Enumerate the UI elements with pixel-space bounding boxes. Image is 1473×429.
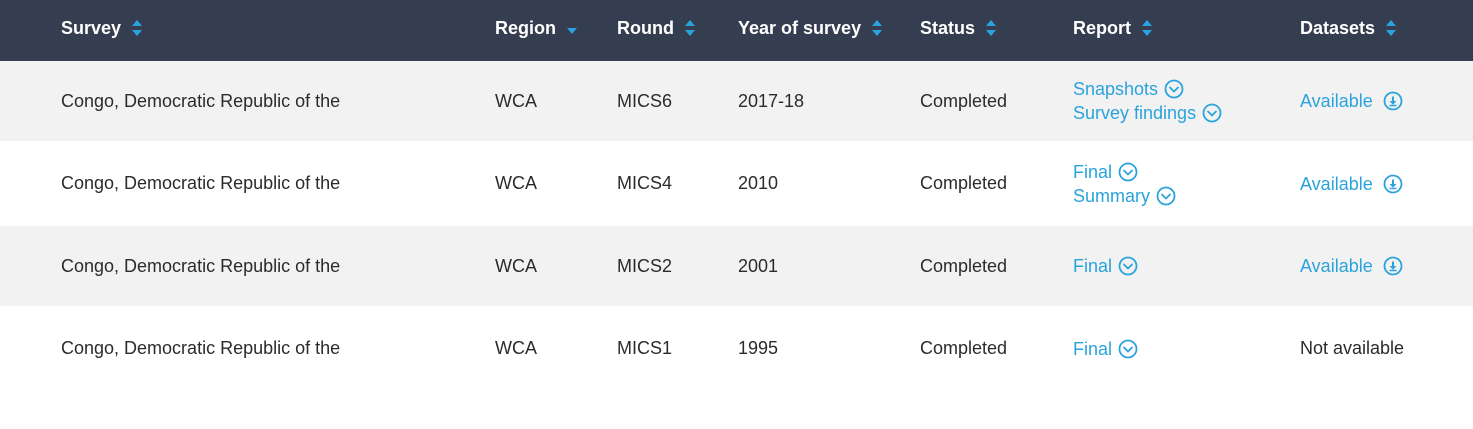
sort-icon[interactable] [131, 19, 143, 37]
round-cell: MICS2 [617, 255, 673, 276]
survey-cell: Congo, Democratic Republic of the [61, 338, 341, 358]
round-cell: MICS1 [617, 338, 673, 358]
column-header-year[interactable]: Year of survey [738, 0, 883, 56]
report-link-label: Survey findings [1073, 103, 1197, 123]
dataset-link-label: Available [1300, 256, 1373, 276]
column-header-label: Year of survey [738, 17, 862, 38]
table-row: Congo, Democratic Republic of the WCA MICS… [0, 61, 1473, 141]
chevron-circle-down-icon[interactable] [1118, 256, 1138, 276]
column-header-label: Report [1073, 17, 1131, 38]
datasets-cell: Available [1300, 61, 1403, 141]
status-cell: Completed [920, 173, 1008, 193]
report-link-label: Final [1073, 161, 1113, 182]
column-header-round[interactable]: Round [617, 0, 696, 56]
table-row: Congo, Democratic Republic of the WCA MICS… [0, 141, 1473, 226]
chevron-circle-down-icon[interactable] [1164, 79, 1184, 99]
year-cell: 2001 [738, 255, 779, 276]
chevron-circle-down-icon[interactable] [1202, 103, 1222, 123]
column-header-label: Survey [61, 17, 122, 38]
sort-icon[interactable] [871, 19, 883, 37]
survey-cell: Congo, Democratic Republic of the [61, 173, 341, 193]
survey-cell: Congo, Democratic Republic of the [61, 90, 341, 111]
dataset-download-link[interactable]: Available [1300, 254, 1403, 278]
report-link[interactable]: Final [1073, 160, 1138, 184]
column-header-label: Status [920, 17, 976, 38]
chevron-circle-down-icon[interactable] [1156, 186, 1176, 206]
round-cell: MICS6 [617, 90, 673, 111]
column-header-label: Round [617, 17, 674, 38]
dataset-status-text: Not available [1300, 338, 1405, 358]
download-icon[interactable] [1383, 174, 1403, 194]
datasets-cell: Not available [1300, 306, 1404, 391]
chevron-circle-down-icon[interactable] [1118, 339, 1138, 359]
column-header-label: Region [495, 17, 556, 38]
report-link-label: Summary [1073, 185, 1151, 206]
report-cell: Final [1073, 306, 1138, 391]
round-cell: MICS4 [617, 173, 673, 193]
report-link[interactable]: Survey findings [1073, 101, 1222, 125]
download-icon[interactable] [1383, 256, 1403, 276]
region-cell: WCA [495, 173, 537, 193]
region-cell: WCA [495, 255, 537, 276]
column-header-datasets[interactable]: Datasets [1300, 0, 1397, 56]
table-body: Congo, Democratic Republic of the WCA MICS… [0, 61, 1473, 391]
dataset-download-link[interactable]: Available [1300, 172, 1403, 196]
report-link[interactable]: Final [1073, 254, 1138, 278]
sort-icon[interactable] [684, 19, 696, 37]
report-cell: Final Summary [1073, 141, 1176, 226]
report-cell: Final [1073, 226, 1138, 306]
download-icon[interactable] [1383, 91, 1403, 111]
year-cell: 1995 [738, 338, 779, 358]
status-cell: Completed [920, 255, 1008, 276]
dataset-link-label: Available [1300, 173, 1373, 194]
report-cell: Snapshots Survey findings [1073, 61, 1222, 141]
dataset-link-label: Available [1300, 91, 1373, 111]
status-cell: Completed [920, 90, 1008, 111]
status-cell: Completed [920, 338, 1008, 358]
column-header-survey[interactable]: Survey [61, 0, 143, 56]
report-link-label: Snapshots [1073, 79, 1159, 99]
table-header: Survey Region Round Year of survey Statu… [0, 0, 1473, 61]
sort-icon[interactable] [1141, 19, 1153, 37]
region-cell: WCA [495, 90, 537, 111]
surveys-table: Survey Region Round Year of survey Statu… [0, 0, 1473, 391]
column-header-label: Datasets [1300, 17, 1376, 38]
datasets-cell: Available [1300, 141, 1403, 226]
sort-icon[interactable] [985, 19, 997, 37]
year-cell: 2017-18 [738, 90, 805, 111]
region-cell: WCA [495, 338, 537, 358]
table-row: Congo, Democratic Republic of the WCA MICS… [0, 226, 1473, 306]
survey-cell: Congo, Democratic Republic of the [61, 255, 341, 276]
report-link[interactable]: Final [1073, 337, 1138, 361]
report-link[interactable]: Snapshots [1073, 77, 1184, 101]
column-header-status[interactable]: Status [920, 0, 997, 56]
dataset-download-link[interactable]: Available [1300, 89, 1403, 113]
table-row: Congo, Democratic Republic of the WCA MICS… [0, 306, 1473, 391]
column-header-region[interactable]: Region [495, 0, 578, 56]
report-link-label: Final [1073, 338, 1113, 359]
chevron-circle-down-icon[interactable] [1118, 162, 1138, 182]
datasets-cell: Available [1300, 226, 1403, 306]
report-link[interactable]: Summary [1073, 184, 1176, 208]
column-header-report[interactable]: Report [1073, 0, 1153, 56]
report-link-label: Final [1073, 256, 1113, 276]
year-cell: 2010 [738, 173, 779, 193]
sort-down-icon[interactable] [566, 19, 578, 37]
sort-icon[interactable] [1385, 19, 1397, 37]
